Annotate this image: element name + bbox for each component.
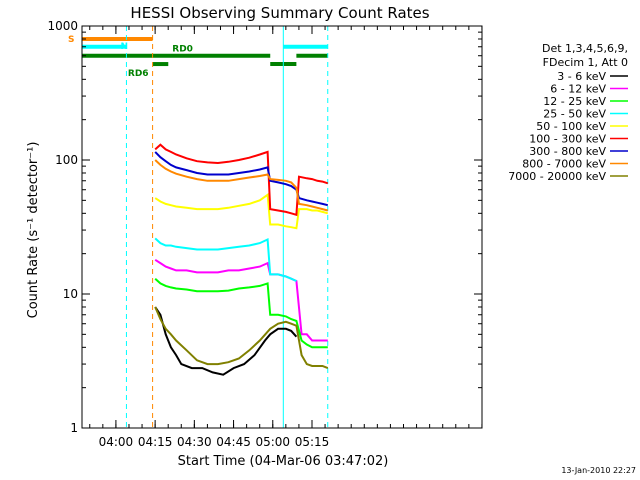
y-axis-label: Count Rate (s⁻¹ detector⁻¹): [26, 142, 41, 319]
x-tick-label: 05:00: [255, 435, 290, 449]
plot-frame: [81, 25, 483, 429]
legend: Det 1,3,4,5,6,9,FDecim 1, Att 03 - 6 keV…: [508, 42, 628, 183]
series-layer: [154, 143, 329, 376]
legend-entry-label: 100 - 300 keV: [529, 133, 606, 146]
x-axis-label: Start Time (04-Mar-06 03:47:02): [178, 454, 389, 469]
y-tick-label: 1000: [47, 19, 78, 33]
state-bars-layer: S N RD0 RD6: [68, 35, 328, 79]
legend-header: Det 1,3,4,5,6,9,: [542, 42, 628, 55]
legend-header: FDecim 1, Att 0: [543, 56, 628, 69]
legend-entry-label: 25 - 50 keV: [543, 108, 606, 121]
series-line-7: [154, 151, 329, 207]
state-label-rd0: RD0: [172, 45, 193, 55]
series-line-1: [154, 306, 298, 376]
axes-layer: 1 10 100 1000 04:00 04:15 04:30 04:45 05:00 05:15: [47, 19, 483, 449]
series-line-3: [154, 277, 328, 349]
series-line-2: [154, 258, 328, 342]
legend-entry-label: 50 - 100 keV: [536, 120, 606, 133]
series-line-5: [154, 192, 329, 230]
timestamp: 13-Jan-2010 22:27: [561, 466, 636, 475]
y-tick-label: 10: [63, 287, 78, 301]
y-tick-label: 1: [70, 421, 78, 435]
legend-entry-label: 12 - 25 keV: [543, 95, 606, 108]
state-label-s: S: [68, 35, 74, 45]
mode-lines-layer: [81, 26, 329, 428]
series-line-6: [154, 143, 329, 217]
series-line-4: [154, 237, 297, 282]
legend-entry-label: 3 - 6 keV: [557, 70, 606, 83]
x-tick-label: 04:30: [177, 435, 212, 449]
state-label-n: N: [120, 42, 128, 52]
x-tick-label: 04:15: [138, 435, 173, 449]
series-line-8: [154, 159, 329, 212]
state-label-rd6: RD6: [128, 69, 149, 79]
y-tick-label: 100: [55, 153, 78, 167]
series-line-9: [154, 306, 329, 370]
legend-entry-label: 800 - 7000 keV: [522, 158, 606, 171]
x-tick-label: 04:00: [99, 435, 134, 449]
x-tick-label: 04:45: [216, 435, 251, 449]
x-tick-label: 05:15: [295, 435, 330, 449]
legend-entry-label: 300 - 800 keV: [529, 145, 606, 158]
chart-title: HESSI Observing Summary Count Rates: [130, 4, 429, 22]
legend-entry-label: 6 - 12 keV: [550, 83, 606, 96]
legend-entry-label: 7000 - 20000 keV: [508, 170, 606, 183]
